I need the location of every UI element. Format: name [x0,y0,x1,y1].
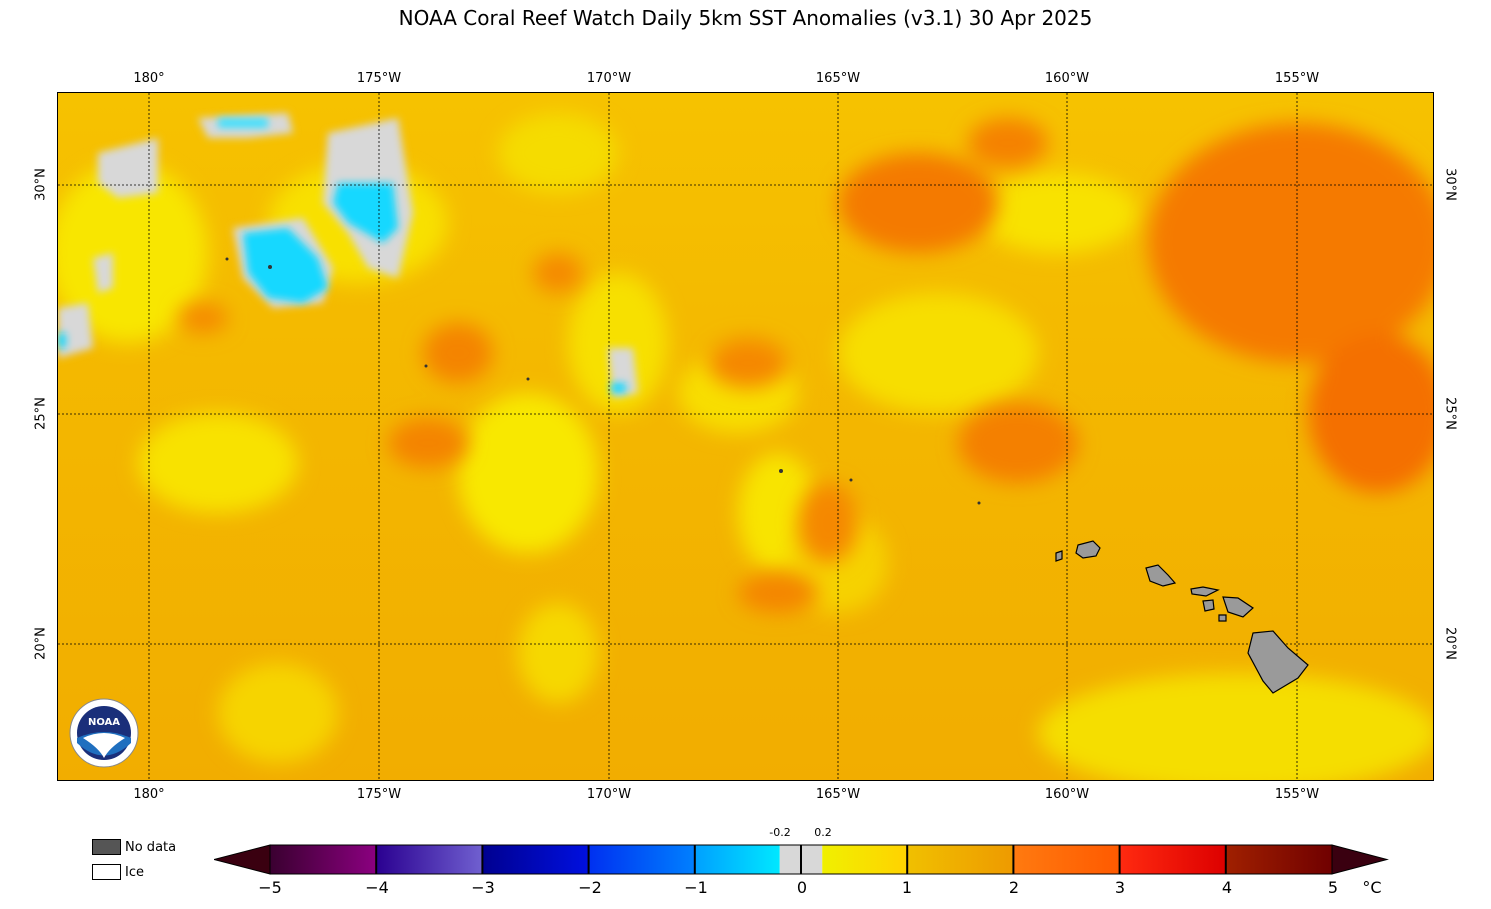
island-lanai [1202,599,1215,612]
colorbar-segment [1225,845,1332,874]
sst-map-svg [58,93,1433,780]
colorbar-segment [588,845,695,874]
lon-label-top-160w: 160°W [1044,71,1090,86]
island-oahu [1145,564,1177,587]
island-kauai [1075,540,1101,559]
lon-label-top-165w: 165°W [815,71,861,86]
colorbar-tick: −1 [684,878,708,897]
colorbar-small-label: -0.2 [769,826,791,839]
colorbar-tick: 1 [901,878,913,897]
lat-label-left-25n: 25°N [33,397,49,430]
yellow-anomaly-patches [58,113,1433,780]
colorbar-low-arrow [214,844,271,875]
noaa-logo: NOAA [69,698,139,768]
colorbar-tick: 3 [1114,878,1126,897]
lat-label-right-20n: 20°N [1442,627,1458,660]
colorbar-tick: −3 [471,878,495,897]
lat-label-left-30n: 30°N [33,168,49,201]
colorbar-segment [1119,845,1226,874]
map-title: NOAA Coral Reef Watch Daily 5km SST Anom… [398,6,1093,30]
lon-label-top-180: 180° [133,71,165,86]
noaa-logo-text: NOAA [88,717,120,728]
colorbar-segment [482,845,589,874]
sst-anomaly-map [57,92,1434,781]
lat-label-right-25n: 25°N [1442,397,1458,430]
northwestern-atolls [225,257,981,505]
no-data-swatch [92,839,121,855]
colorbar-tick: −2 [578,878,602,897]
no-data-label: No data [125,840,177,855]
island-kahoolawe [1218,614,1227,622]
lon-label-top-175w: 175°W [356,71,402,86]
colorbar-segment [907,845,1014,874]
island-molokai [1190,586,1220,597]
colorbar-segment [376,845,483,874]
hawaiian-islands [1055,540,1309,694]
lon-label-bottom-175w: 175°W [356,787,402,802]
lon-label-top-170w: 170°W [586,71,632,86]
colorbar-segment [270,845,377,874]
ice-swatch [92,864,121,880]
colorbar [214,844,1389,875]
lat-label-left-20n: 20°N [33,627,49,660]
colorbar-segment [822,845,908,874]
colorbar-small-label: 0.2 [814,826,832,839]
cold-anomaly-regions [58,118,626,393]
lon-label-bottom-155w: 155°W [1274,787,1320,802]
colorbar-segment [694,845,780,874]
island-maui [1222,596,1254,618]
colorbar-segment [1013,845,1120,874]
lon-label-bottom-170w: 170°W [586,787,632,802]
colorbar-tick: 2 [1008,878,1020,897]
graticule [58,93,1433,780]
lon-label-bottom-165w: 165°W [815,787,861,802]
island-niihau [1055,550,1063,562]
colorbar-tick: 4 [1221,878,1233,897]
island-hawaii [1247,630,1309,694]
lon-label-top-155w: 155°W [1274,71,1320,86]
colorbar-high-arrow [1331,844,1389,875]
colorbar-tick: −5 [258,878,282,897]
lon-label-bottom-160w: 160°W [1044,787,1090,802]
colorbar-tick: −4 [365,878,389,897]
colorbar-tick: 0 [796,878,808,897]
colorbar-unit: °C [1362,878,1382,897]
lat-label-right-30n: 30°N [1442,168,1458,201]
orange-anomaly-patches [178,118,1433,613]
colorbar-tick: 5 [1327,878,1339,897]
ice-label: Ice [125,865,144,880]
lon-label-bottom-180: 180° [133,787,165,802]
